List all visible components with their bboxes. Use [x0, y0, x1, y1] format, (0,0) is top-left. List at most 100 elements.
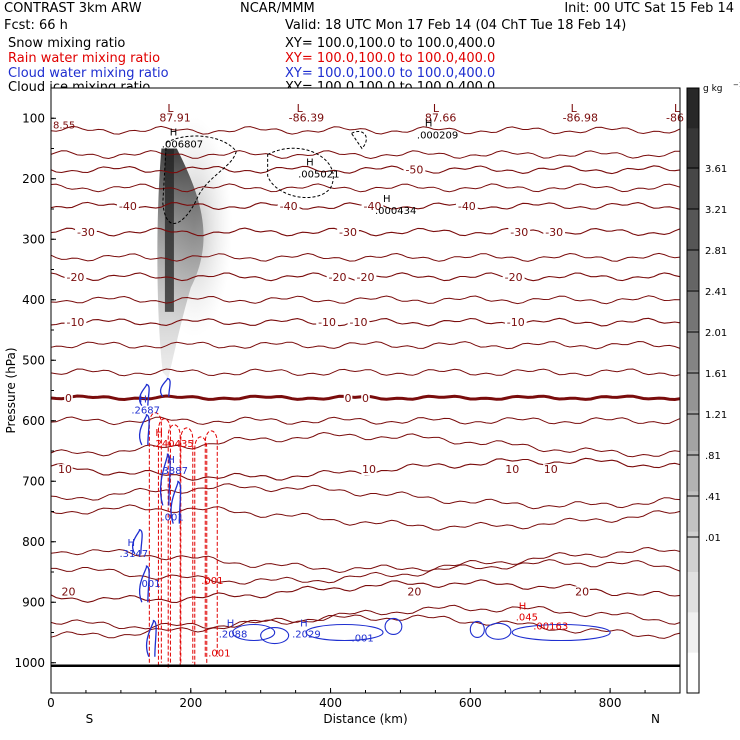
low-value: 87.66	[425, 111, 457, 124]
isotherm-line	[50, 504, 681, 531]
field-xy-cloud-water: XY= 100.0,100.0 to 100.0,400.0	[285, 66, 496, 81]
isotherm-label: 10	[544, 463, 558, 476]
label-knockout	[57, 464, 73, 476]
rain-max-marker: H	[155, 428, 163, 439]
field-label-snow: Snow mixing ratio	[8, 36, 126, 51]
snow-max-marker: H	[383, 194, 391, 205]
isotherm-label: -30	[510, 226, 528, 239]
colorbar-units-exponent: −1	[733, 81, 740, 89]
isotherm-line	[51, 559, 681, 585]
isotherm-line	[50, 252, 681, 262]
colorbar-bin	[687, 491, 699, 533]
isotherm-label: -40	[280, 200, 298, 213]
colorbar-bin	[687, 451, 699, 492]
snow-plume-max	[164, 148, 174, 312]
cloud-water-max-marker: H	[300, 618, 308, 629]
cloud-water-contour	[260, 626, 290, 645]
cloud-water-contour	[511, 623, 611, 642]
threshold-label: .001	[208, 649, 230, 660]
low-marker: L	[167, 102, 174, 115]
valid-time: Valid: 18 UTC Mon 17 Feb 14 (04 ChT Tue …	[285, 18, 627, 33]
low-value: 87.91	[159, 111, 191, 124]
threshold-label: .001	[161, 513, 183, 524]
isotherm-label: 0	[65, 392, 72, 405]
top-left-value: 8.55	[53, 121, 75, 132]
y-tick-label: 600	[22, 414, 45, 428]
label-knockout	[504, 464, 520, 476]
field-xy-rain: XY= 100.0,100.0 to 100.0,400.0	[285, 51, 496, 66]
label-knockout	[64, 392, 73, 404]
label-knockout	[337, 226, 359, 238]
label-knockout	[347, 317, 370, 329]
rain-contour	[194, 436, 208, 666]
isotherm-line	[50, 340, 681, 350]
cloud-water-max-marker: H	[139, 394, 147, 405]
cloud-water-contour	[170, 480, 182, 524]
isotherm-label: -40	[364, 200, 382, 213]
cloud-water-contour	[232, 623, 276, 642]
isotherm-label: -20	[329, 271, 347, 284]
low-value: -86.39	[289, 111, 324, 124]
cloud-water-contour	[305, 623, 384, 642]
model-title: CONTRAST 3km ARW	[4, 1, 142, 16]
plot-area	[51, 88, 680, 693]
isotherm-label: 10	[505, 463, 519, 476]
cloud-ice-contour	[350, 130, 367, 150]
low-marker: L	[297, 102, 304, 115]
label-knockout	[64, 271, 87, 283]
cloud-water-contour	[139, 565, 150, 603]
colorbar-bin	[687, 652, 699, 694]
label-knockout	[508, 226, 531, 238]
rain-contour	[204, 430, 218, 657]
x-tick-label: 400	[319, 696, 342, 710]
cloud-water-max-value: .3387	[159, 466, 188, 477]
isotherm-label: 10	[362, 463, 376, 476]
isotherm-line	[50, 165, 681, 175]
low-marker: L	[433, 102, 440, 115]
colorbar-label: 2.01	[705, 328, 727, 339]
isotherm-line	[50, 431, 681, 458]
colorbar-bin	[687, 128, 699, 170]
colorbar-label: 3.61	[705, 164, 727, 175]
threshold-label: .00163	[533, 621, 568, 632]
threshold-label: .001	[138, 579, 160, 590]
snow-max-value: .000209	[417, 130, 458, 141]
y-tick-label: 500	[22, 353, 45, 367]
colorbar-bin	[687, 249, 699, 291]
label-knockout	[326, 271, 349, 283]
x-tick-label: 600	[459, 696, 482, 710]
y-tick-label: 700	[22, 474, 45, 488]
init-time: Init: 00 UTC Sat 15 Feb 14	[564, 1, 734, 16]
y-tick-label: 800	[22, 535, 45, 549]
cloud-water-max-marker: H	[167, 455, 175, 466]
cloud-water-contour	[139, 414, 150, 446]
label-knockout	[316, 317, 338, 329]
rain-contour	[157, 418, 171, 666]
snow-max-value: .005021	[298, 170, 339, 181]
isotherm-label: 0	[345, 392, 352, 405]
isotherm-line	[50, 150, 680, 160]
isotherm-line	[50, 183, 681, 193]
label-knockout	[502, 271, 525, 283]
x-tick-label: 200	[179, 696, 202, 710]
cloud-water-contour	[139, 383, 150, 407]
isotherm-label: -30	[545, 226, 563, 239]
rain-contour	[167, 424, 181, 668]
isotherm-label: -30	[339, 226, 357, 239]
isotherm-line	[50, 579, 681, 604]
colorbar-bin	[687, 410, 699, 452]
isotherm-label: -10	[507, 316, 525, 329]
colorbar-label: 3.21	[705, 205, 727, 216]
x-axis-label: Distance (km)	[323, 712, 407, 726]
isotherm-label: -20	[357, 271, 375, 284]
rain-max-value: .240435	[152, 439, 193, 450]
label-knockout	[574, 586, 590, 598]
y-axis-label: Pressure (hPa)	[4, 347, 18, 433]
colorbar-bin	[687, 289, 699, 331]
isotherm-label: -40	[119, 200, 137, 213]
colorbar-label: .41	[705, 492, 721, 503]
field-label-cloud-water: Cloud water mixing ratio	[8, 66, 169, 81]
label-knockout	[64, 317, 87, 329]
threshold-label: .001	[201, 576, 223, 587]
